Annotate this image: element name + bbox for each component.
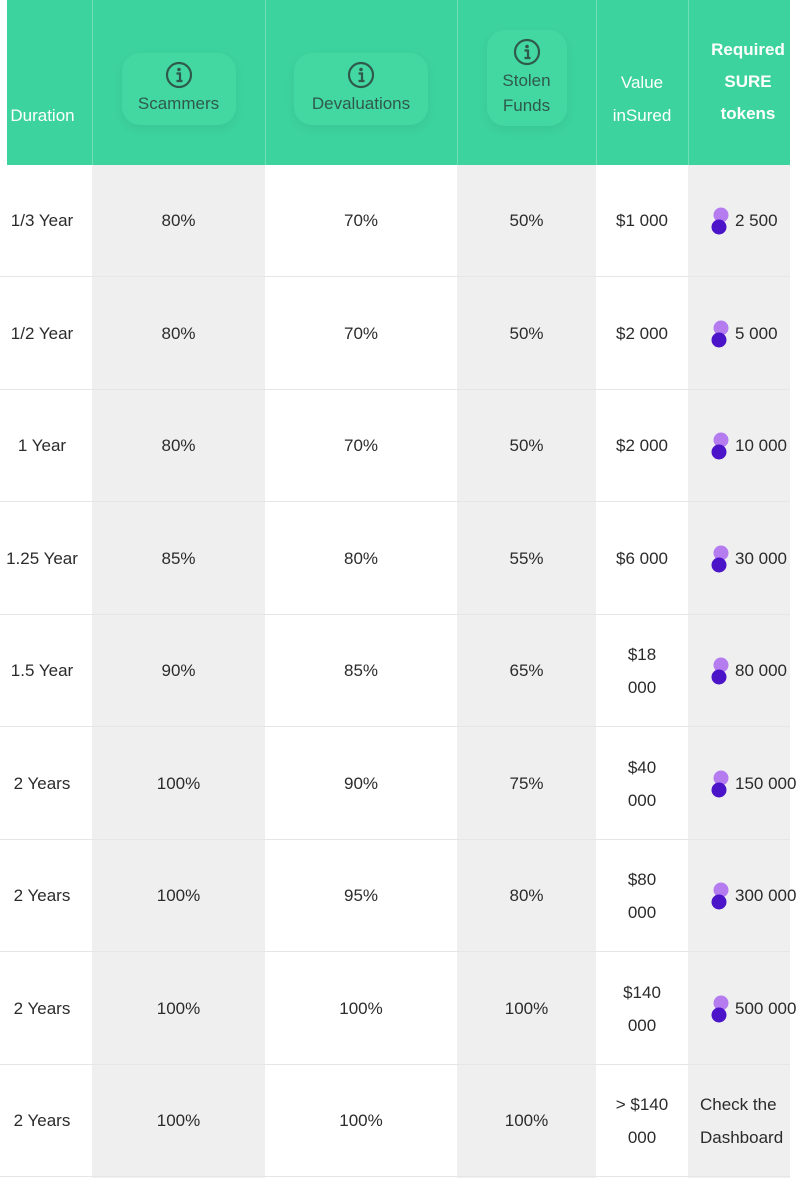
duration-cell: 2 Years (13, 773, 71, 793)
scammers-column-shade (92, 165, 265, 1178)
stolen-funds-cell: 50% (509, 436, 544, 455)
header-value-line1: Value (620, 72, 664, 92)
scammers-cell: 100% (156, 886, 201, 905)
header-stolen-line2: Funds (502, 95, 551, 115)
duration-cell: 1.25 Year (6, 548, 78, 568)
duration-cell: 1/3 Year (10, 211, 74, 230)
info-icon (347, 61, 375, 89)
header-required-line3: tokens (720, 104, 776, 123)
scammers-cell: 100% (156, 1111, 201, 1130)
duration-cell: 1/2 Year (10, 323, 74, 343)
scammers-cell: 80% (161, 211, 196, 230)
devaluations-cell: 85% (343, 661, 379, 680)
sure-token-icon (711, 657, 729, 685)
scammers-cell: 80% (161, 323, 196, 343)
devaluations-info-button[interactable]: Devaluations (294, 52, 428, 125)
stolen-funds-cell: 50% (509, 323, 544, 343)
sure-token-icon (711, 770, 729, 797)
table-header: Duration Scammers Devaluations (7, 0, 790, 165)
stolen-funds-cell: 75% (509, 773, 544, 793)
required-tokens-cell: 2 500 (688, 165, 798, 277)
required-tokens-cell: 5 000 (688, 278, 798, 390)
devaluations-cell: 70% (343, 211, 379, 230)
header-duration: Duration (0, 0, 92, 165)
sure-token-icon (711, 320, 729, 347)
scammers-cell: 100% (156, 773, 201, 793)
stolen-funds-cell: 100% (504, 998, 549, 1018)
header-required-line2: SURE (724, 72, 772, 91)
value-insured-cell: > $140 000 (615, 1095, 669, 1147)
required-tokens-cell: 300 000 (688, 840, 798, 952)
required-tokens-cell: 30 000 (688, 503, 798, 615)
devaluations-cell: 100% (339, 998, 383, 1018)
check-dashboard-cell[interactable]: Check the Dashboard (700, 1095, 784, 1147)
value-insured-cell: $1 000 (616, 211, 668, 230)
header-devaluations: Devaluations (265, 0, 457, 165)
table-row: 1.5 Year 90% 85% 65% $18 000 80 000 (0, 615, 790, 727)
stolen-funds-column-shade (457, 165, 596, 1178)
header-stolen-line1: Stolen (502, 70, 551, 90)
header-value-insured: Value inSured (596, 0, 688, 165)
devaluations-cell: 80% (343, 548, 379, 568)
header-scammers: Scammers (92, 0, 265, 165)
stolen-funds-cell: 100% (504, 1111, 549, 1130)
table-row: 1/2 Year 80% 70% 50% $2 000 5 000 (0, 278, 790, 390)
info-icon (165, 61, 192, 89)
table-row: 2 Years 100% 100% 100% > $140 000 Check the Das… (0, 1065, 790, 1177)
header-devaluations-label: Devaluations (311, 94, 411, 113)
sure-token-icon (711, 995, 729, 1022)
sure-token-icon (711, 432, 729, 460)
value-insured-cell: $18 000 (627, 645, 657, 697)
table-row: 2 Years 100% 100% 100% $140 000 500 000 (0, 953, 796, 1065)
header-stolen-funds: Stolen Funds (457, 0, 596, 165)
sure-token-icon (711, 545, 729, 572)
value-insured-cell: $140 000 (623, 982, 661, 1035)
scammers-cell: 85% (161, 548, 196, 568)
value-insured-cell: $6 000 (616, 548, 668, 568)
devaluations-cell: 100% (339, 1111, 383, 1130)
duration-cell: 2 Years (13, 1111, 71, 1130)
table-row: 1.25 Year 85% 80% 55% $6 000 30 000 (0, 503, 790, 615)
info-icon (513, 38, 540, 65)
scammers-info-button[interactable]: Scammers (121, 52, 236, 125)
required-tokens-cell: 80 000 (688, 615, 798, 727)
stolen-funds-cell: 55% (509, 548, 544, 568)
required-tokens-cell: 10 000 (688, 390, 798, 502)
table-row: 2 Years 100% 95% 80% $80 000 300 000 (0, 840, 796, 952)
devaluations-cell: 95% (343, 886, 379, 905)
required-tokens-cell: 150 000 (688, 728, 798, 840)
duration-cell: 2 Years (13, 886, 71, 905)
header-required-line1: Required (711, 40, 785, 59)
value-insured-cell: $2 000 (616, 323, 668, 343)
table-row: 1 Year 80% 70% 50% $2 000 10 000 (0, 390, 790, 502)
header-value-line2: inSured (612, 105, 672, 125)
required-tokens-cell: 500 000 (688, 953, 798, 1065)
header-required-tokens: Required SURE tokens (688, 0, 798, 165)
stolen-funds-cell: 80% (509, 886, 544, 905)
scammers-cell: 80% (161, 436, 196, 455)
duration-cell: 1 Year (17, 436, 67, 455)
table-row: 2 Years 100% 90% 75% $40 000 150 000 (0, 728, 796, 840)
scammers-cell: 90% (161, 661, 196, 680)
stolen-funds-cell: 65% (509, 661, 544, 680)
scammers-cell: 100% (156, 998, 201, 1018)
header-duration-label: Duration (10, 106, 75, 125)
stolen-funds-info-button[interactable]: Stolen Funds (486, 29, 567, 126)
sure-token-icon (711, 882, 729, 910)
duration-cell: 2 Years (13, 998, 71, 1018)
tokens-column-shade (688, 165, 790, 1178)
stolen-funds-cell: 50% (509, 211, 544, 230)
value-insured-cell: $80 000 (627, 870, 657, 922)
duration-cell: 1.5 Year (10, 661, 74, 680)
header-scammers-label: Scammers (137, 94, 220, 113)
devaluations-cell: 70% (343, 436, 379, 455)
value-insured-cell: $2 000 (616, 436, 668, 455)
value-insured-cell: $40 000 (627, 757, 657, 810)
table-row: 1/3 Year 80% 70% 50% $1 000 2 500 (0, 165, 790, 277)
sure-token-icon (711, 207, 729, 235)
devaluations-cell: 90% (343, 773, 379, 793)
devaluations-cell: 70% (343, 323, 379, 343)
